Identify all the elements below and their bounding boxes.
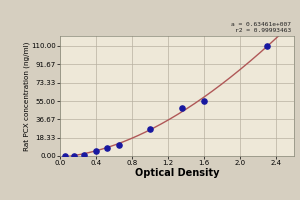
Point — [62, 154, 67, 158]
Point — [104, 146, 109, 150]
Point — [71, 154, 76, 157]
Y-axis label: Rat PCX concentration (ng/ml): Rat PCX concentration (ng/ml) — [23, 41, 30, 151]
Text: a = 0.63461e+007
r2 = 0.99993463: a = 0.63461e+007 r2 = 0.99993463 — [231, 22, 291, 33]
X-axis label: Optical Density: Optical Density — [135, 168, 219, 178]
Point — [116, 143, 121, 146]
Point — [265, 44, 269, 48]
Point — [82, 153, 87, 156]
Point — [94, 149, 98, 153]
Point — [179, 106, 184, 110]
Point — [202, 99, 206, 103]
Point — [148, 127, 152, 131]
